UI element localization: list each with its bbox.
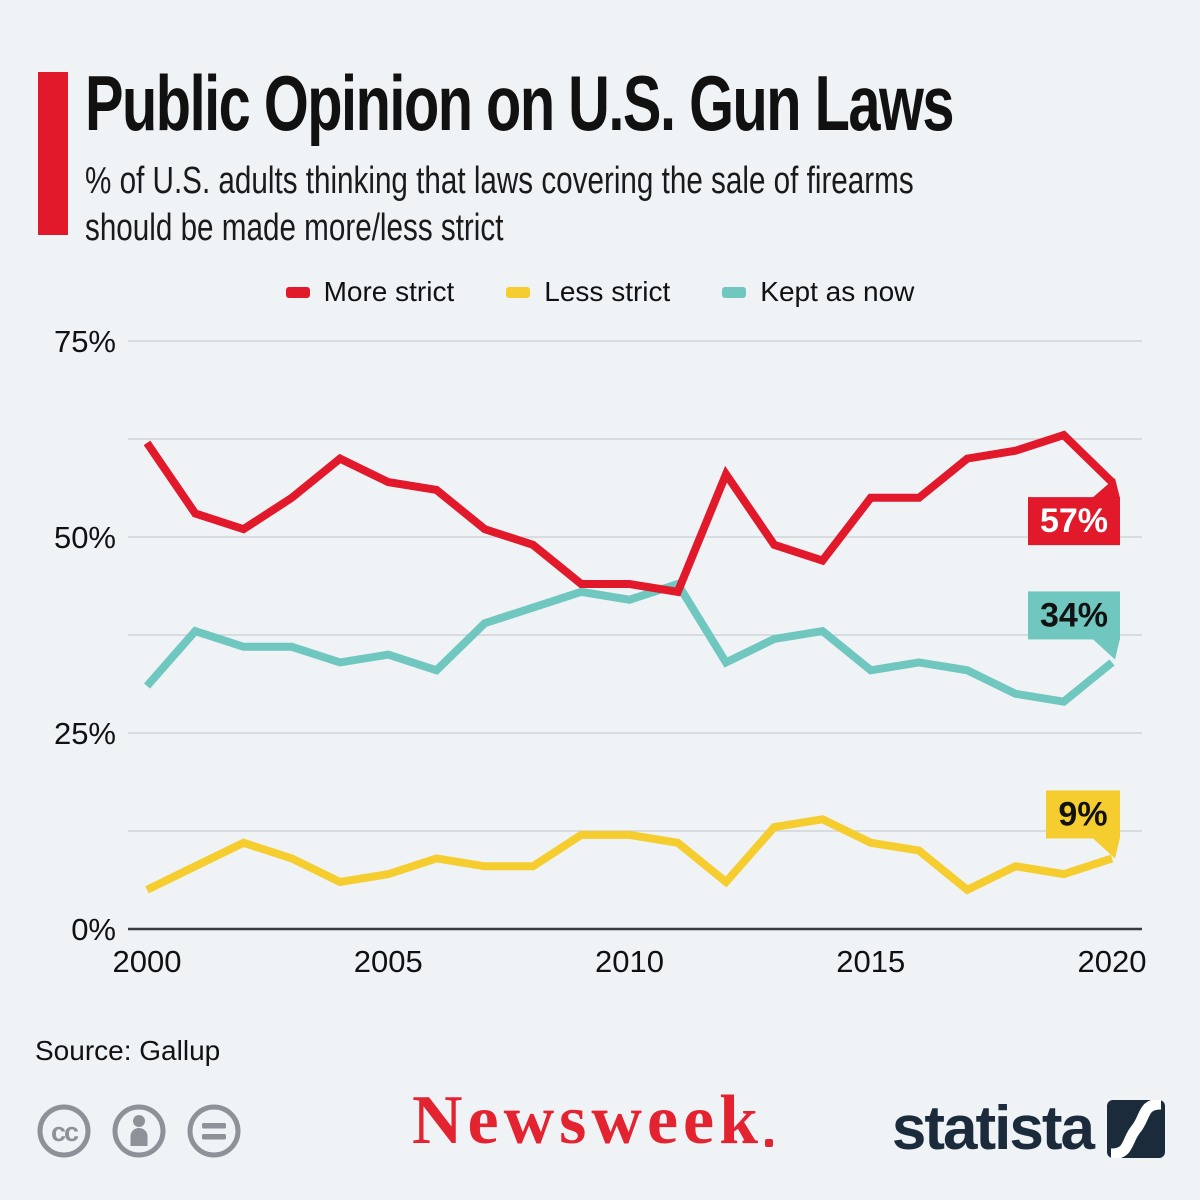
- svg-text:25%: 25%: [54, 716, 116, 751]
- legend-item-less-strict: Less strict: [506, 276, 670, 308]
- legend-swatch-less-strict: [506, 286, 531, 298]
- newsweek-logo: Newsweek: [412, 1082, 774, 1159]
- subtitle-line-1: % of U.S. adults thinking that laws cove…: [85, 160, 914, 202]
- statista-logo: statista: [892, 1098, 1165, 1160]
- svg-text:75%: 75%: [54, 324, 116, 359]
- svg-text:2015: 2015: [836, 944, 905, 979]
- legend-item-more-strict: More strict: [285, 276, 455, 308]
- subtitle-line-2: should be made more/less strict: [85, 207, 504, 249]
- statista-logo-mark-icon: [1107, 1100, 1165, 1158]
- legend-item-kept-as-now: Kept as now: [722, 276, 914, 308]
- legend: More strict Less strict Kept as now: [0, 276, 1200, 308]
- legend-label-kept-as-now: Kept as now: [760, 276, 915, 307]
- title-accent-bar: [38, 72, 68, 235]
- statista-logo-text: statista: [891, 1094, 1095, 1163]
- legend-swatch-kept-as-now: [722, 286, 747, 298]
- legend-label-less-strict: Less strict: [544, 276, 671, 307]
- source-note: Source: Gallup: [35, 1035, 221, 1066]
- svg-text:2020: 2020: [1078, 944, 1147, 979]
- cc-license-icons: cc: [33, 1100, 265, 1167]
- svg-text:cc: cc: [51, 1117, 79, 1147]
- svg-text:50%: 50%: [54, 520, 116, 555]
- svg-text:2010: 2010: [595, 944, 664, 979]
- svg-text:34%: 34%: [1040, 596, 1108, 634]
- cc-icons-svg: cc: [37, 1104, 241, 1158]
- svg-text:2005: 2005: [354, 944, 423, 979]
- svg-text:57%: 57%: [1040, 502, 1108, 540]
- line-chart: 0% 25% 50% 75% 2000 2005 2010 2015 2020 57% 9% 34%: [54, 324, 1147, 979]
- legend-label-more-strict: More strict: [323, 276, 455, 307]
- svg-text:0%: 0%: [71, 912, 116, 947]
- svg-text:2000: 2000: [113, 944, 182, 979]
- chart-subtitle: % of U.S. adults thinking that laws cove…: [85, 158, 914, 252]
- svg-text:9%: 9%: [1058, 795, 1107, 833]
- newsweek-logo-text: Newsweek: [412, 1082, 764, 1159]
- newsweek-logo-dot: [765, 1139, 774, 1147]
- page-title: Public Opinion on U.S. Gun Laws: [85, 59, 955, 147]
- legend-swatch-more-strict: [285, 286, 310, 298]
